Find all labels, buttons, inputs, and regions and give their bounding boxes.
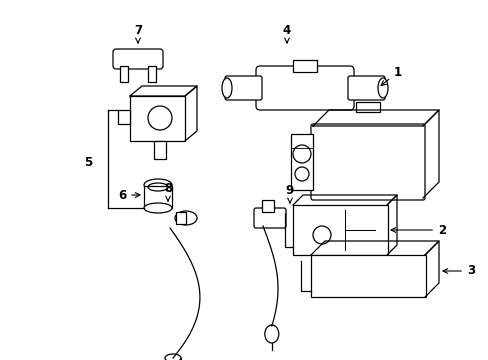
Bar	[118, 110, 130, 124]
Text: 9: 9	[285, 184, 293, 203]
FancyBboxPatch shape	[253, 208, 285, 228]
Bar	[120, 66, 128, 82]
FancyBboxPatch shape	[310, 124, 424, 200]
FancyBboxPatch shape	[256, 66, 353, 110]
Circle shape	[294, 167, 308, 181]
Ellipse shape	[164, 354, 181, 360]
Text: 8: 8	[163, 181, 172, 201]
Bar	[148, 66, 156, 82]
Text: 2: 2	[390, 224, 445, 237]
Text: 3: 3	[442, 265, 474, 278]
Text: 5: 5	[84, 156, 92, 168]
FancyBboxPatch shape	[130, 96, 184, 141]
Bar	[355, 102, 379, 112]
Bar	[292, 205, 387, 255]
Bar	[143, 186, 172, 208]
Ellipse shape	[377, 78, 387, 98]
Bar	[176, 212, 185, 224]
Bar	[154, 141, 165, 159]
Circle shape	[148, 106, 172, 130]
Circle shape	[312, 226, 330, 244]
Bar	[292, 60, 316, 72]
Ellipse shape	[264, 325, 278, 343]
Text: 7: 7	[134, 23, 142, 43]
FancyBboxPatch shape	[113, 49, 163, 69]
Bar	[262, 200, 273, 212]
Ellipse shape	[143, 179, 172, 191]
Ellipse shape	[143, 203, 172, 213]
Ellipse shape	[175, 211, 197, 225]
Bar	[310, 255, 425, 297]
Ellipse shape	[222, 78, 231, 98]
Text: 1: 1	[380, 66, 401, 85]
FancyBboxPatch shape	[347, 76, 384, 100]
Bar	[290, 134, 312, 190]
Text: 4: 4	[282, 23, 290, 43]
Circle shape	[292, 145, 310, 163]
FancyBboxPatch shape	[224, 76, 262, 100]
Bar	[164, 358, 181, 360]
Text: 6: 6	[118, 189, 140, 202]
